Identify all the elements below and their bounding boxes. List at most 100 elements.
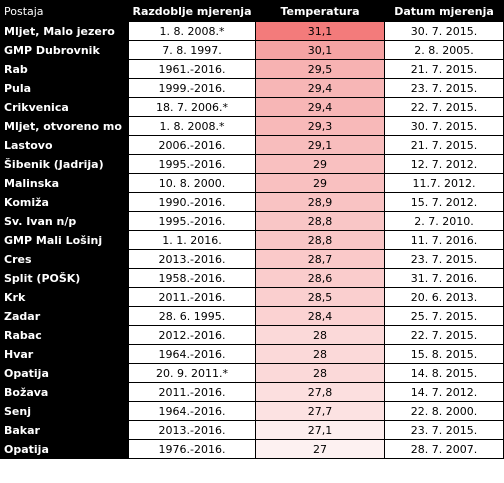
temperature-cell: 29,1 (255, 135, 385, 155)
temperature-cell: 28 (255, 363, 385, 383)
station-cell: Split (POŠK) (0, 268, 129, 288)
temperature-cell: 28,9 (255, 192, 385, 212)
table-row: Opatija 1976.-2016. 27 28. 7. 2007. (0, 439, 504, 459)
temperature-cell: 27,7 (255, 401, 385, 421)
date-cell: 21. 7. 2015. (384, 59, 504, 79)
table-row: Hvar 1964.-2016. 28 15. 8. 2015. (0, 344, 504, 364)
table-row: Rab 1961.-2016. 29,5 21. 7. 2015. (0, 59, 504, 79)
station-cell: Mljet, Malo jezero (0, 21, 129, 41)
table-row: GMP Dubrovnik 7. 8. 1997. 30,1 2. 8. 2005. (0, 40, 504, 60)
date-cell: 11. 7. 2016. (384, 230, 504, 250)
date-cell: 2. 7. 2010. (384, 211, 504, 231)
table-row: Malinska 10. 8. 2000. 29 11.7. 2012. (0, 173, 504, 193)
period-cell: 18. 7. 2006.* (128, 97, 256, 117)
temperature-cell: 28,7 (255, 249, 385, 269)
header-row: Postaja Razdoblje mjerenja Temperatura D… (0, 0, 504, 22)
period-cell: 2013.-2016. (128, 420, 256, 440)
station-cell: Zadar (0, 306, 129, 326)
date-cell: 22. 8. 2000. (384, 401, 504, 421)
station-cell: Sv. Ivan n/p (0, 211, 129, 231)
table-row: GMP Mali Lošinj 1. 1. 2016. 28,8 11. 7. 201… (0, 230, 504, 250)
table-row: Mljet, Malo jezero 1. 8. 2008.* 31,1 30. 7.… (0, 21, 504, 41)
temperature-cell: 29 (255, 154, 385, 174)
period-cell: 1. 1. 2016. (128, 230, 256, 250)
period-cell: 1976.-2016. (128, 439, 256, 459)
date-cell: 2. 8. 2005. (384, 40, 504, 60)
period-cell: 7. 8. 1997. (128, 40, 256, 60)
station-cell: Šibenik (Jadrija) (0, 154, 129, 174)
table-row: Bakar 2013.-2016. 27,1 23. 7. 2015. (0, 420, 504, 440)
period-cell: 1990.-2016. (128, 192, 256, 212)
temperature-cell: 27 (255, 439, 385, 459)
date-cell: 31. 7. 2016. (384, 268, 504, 288)
period-cell: 1964.-2016. (128, 401, 256, 421)
station-cell: Opatija (0, 363, 129, 383)
table-row: Pula 1999.-2016. 29,4 23. 7. 2015. (0, 78, 504, 98)
station-cell: Senj (0, 401, 129, 421)
station-cell: Lastovo (0, 135, 129, 155)
table-row: Rabac 2012.-2016. 28 22. 7. 2015. (0, 325, 504, 345)
station-cell: Božava (0, 382, 129, 402)
header-temperature: Temperatura (255, 0, 385, 22)
date-cell: 22. 7. 2015. (384, 97, 504, 117)
table-row: Sv. Ivan n/p 1995.-2016. 28,8 2. 7. 2010. (0, 211, 504, 231)
station-cell: Crikvenica (0, 97, 129, 117)
temperature-cell: 30,1 (255, 40, 385, 60)
station-cell: Bakar (0, 420, 129, 440)
temperature-cell: 27,1 (255, 420, 385, 440)
station-cell: Krk (0, 287, 129, 307)
period-cell: 1964.-2016. (128, 344, 256, 364)
station-cell: GMP Dubrovnik (0, 40, 129, 60)
period-cell: 1961.-2016. (128, 59, 256, 79)
period-cell: 10. 8. 2000. (128, 173, 256, 193)
temperature-cell: 28,4 (255, 306, 385, 326)
period-cell: 20. 9. 2011.* (128, 363, 256, 383)
date-cell: 22. 7. 2015. (384, 325, 504, 345)
table-row: Senj 1964.-2016. 27,7 22. 8. 2000. (0, 401, 504, 421)
temperature-cell: 28,6 (255, 268, 385, 288)
date-cell: 30. 7. 2015. (384, 116, 504, 136)
header-station: Postaja (0, 0, 129, 22)
date-cell: 23. 7. 2015. (384, 249, 504, 269)
date-cell: 20. 6. 2013. (384, 287, 504, 307)
station-cell: Mljet, otvoreno mo (0, 116, 129, 136)
period-cell: 1958.-2016. (128, 268, 256, 288)
table-row: Krk 2011.-2016. 28,5 20. 6. 2013. (0, 287, 504, 307)
table-row: Šibenik (Jadrija) 1995.-2016. 29 12. 7. 201… (0, 154, 504, 174)
table-row: Božava 2011.-2016. 27,8 14. 7. 2012. (0, 382, 504, 402)
date-cell: 15. 7. 2012. (384, 192, 504, 212)
table-row: Cres 2013.-2016. 28,7 23. 7. 2015. (0, 249, 504, 269)
date-cell: 28. 7. 2007. (384, 439, 504, 459)
header-date: Datum mjerenja (384, 0, 504, 22)
date-cell: 14. 8. 2015. (384, 363, 504, 383)
temperature-cell: 28,8 (255, 211, 385, 231)
period-cell: 1. 8. 2008.* (128, 21, 256, 41)
date-cell: 15. 8. 2015. (384, 344, 504, 364)
period-cell: 1995.-2016. (128, 211, 256, 231)
period-cell: 2013.-2016. (128, 249, 256, 269)
temperature-table: Postaja Razdoblje mjerenja Temperatura D… (0, 0, 504, 459)
period-cell: 28. 6. 1995. (128, 306, 256, 326)
temperature-cell: 28,8 (255, 230, 385, 250)
temperature-cell: 29,4 (255, 97, 385, 117)
station-cell: Rabac (0, 325, 129, 345)
period-cell: 1995.-2016. (128, 154, 256, 174)
station-cell: Hvar (0, 344, 129, 364)
date-cell: 11.7. 2012. (384, 173, 504, 193)
period-cell: 2011.-2016. (128, 287, 256, 307)
date-cell: 23. 7. 2015. (384, 78, 504, 98)
table-body: Mljet, Malo jezero 1. 8. 2008.* 31,1 30. 7.… (0, 21, 504, 459)
table-row: Lastovo 2006.-2016. 29,1 21. 7. 2015. (0, 135, 504, 155)
period-cell: 2006.-2016. (128, 135, 256, 155)
date-cell: 25. 7. 2015. (384, 306, 504, 326)
table-row: Split (POŠK) 1958.-2016. 28,6 31. 7. 2016. (0, 268, 504, 288)
temperature-cell: 29,4 (255, 78, 385, 98)
temperature-cell: 27,8 (255, 382, 385, 402)
table-row: Opatija 20. 9. 2011.* 28 14. 8. 2015. (0, 363, 504, 383)
date-cell: 30. 7. 2015. (384, 21, 504, 41)
date-cell: 21. 7. 2015. (384, 135, 504, 155)
station-cell: Komiža (0, 192, 129, 212)
temperature-cell: 28 (255, 325, 385, 345)
station-cell: Pula (0, 78, 129, 98)
period-cell: 1. 8. 2008.* (128, 116, 256, 136)
